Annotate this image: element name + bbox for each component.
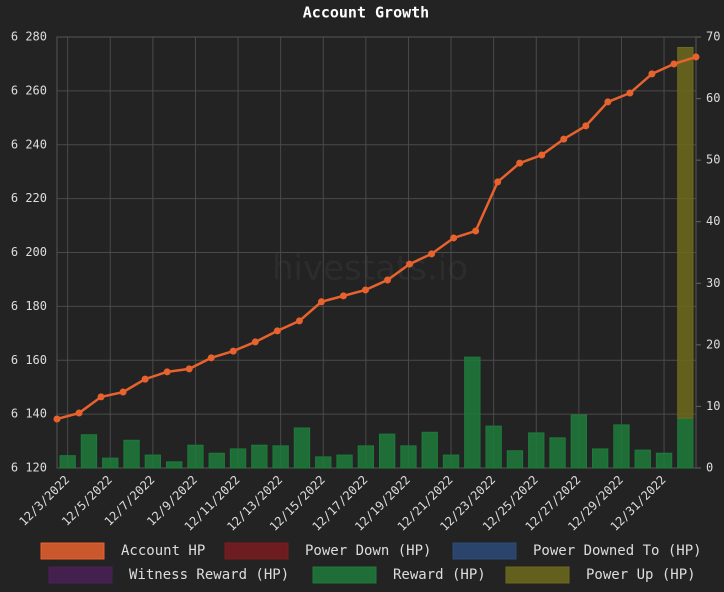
point	[185, 365, 193, 373]
bar	[464, 356, 481, 469]
y2-tick-label: 60	[706, 91, 720, 105]
bar	[634, 449, 651, 469]
bar	[229, 448, 247, 469]
legend-swatch	[505, 566, 570, 584]
bar	[315, 456, 332, 469]
watermark: hivestats.io	[272, 249, 468, 289]
plot-border	[56, 36, 697, 469]
bar	[59, 455, 76, 469]
y2-tick-label: 0	[706, 461, 713, 475]
bar	[613, 424, 630, 469]
bar	[528, 432, 545, 469]
point	[53, 415, 61, 423]
legend-label: Witness Reward (HP)	[129, 567, 289, 583]
y-tick-label: 6 200	[11, 245, 47, 259]
point	[229, 347, 237, 355]
point	[207, 354, 215, 362]
bar	[506, 450, 524, 469]
line	[56, 55, 697, 421]
bar	[251, 444, 268, 469]
legend-swatch	[312, 566, 377, 584]
point	[450, 234, 458, 242]
bar	[187, 444, 204, 469]
bar	[378, 433, 396, 469]
bar	[272, 445, 289, 469]
y-tick-label: 6 220	[11, 191, 47, 205]
legend-label: Reward (HP)	[393, 567, 486, 583]
y-tick-label: 6 160	[11, 353, 47, 367]
chart-title: Account Growth	[303, 4, 429, 22]
point	[295, 317, 303, 325]
bar	[293, 427, 311, 469]
point	[406, 260, 414, 268]
point	[384, 276, 392, 284]
y2-tick-label: 50	[706, 153, 720, 167]
legend-swatch	[452, 542, 517, 560]
point	[251, 338, 259, 346]
point	[626, 89, 634, 97]
bar	[400, 445, 417, 469]
bar	[591, 448, 609, 469]
point	[317, 298, 325, 306]
point	[361, 286, 369, 294]
point	[538, 151, 546, 159]
bar	[123, 439, 140, 469]
legend-label: Account HP	[121, 543, 205, 559]
bar	[570, 414, 588, 469]
point	[648, 70, 656, 78]
point	[472, 227, 480, 235]
y2-tick-label: 20	[706, 337, 720, 351]
y-tick-label: 6 240	[11, 137, 47, 151]
y2-tick-label: 40	[706, 214, 720, 228]
point	[75, 409, 83, 417]
y-tick-label: 6 120	[11, 461, 47, 475]
legend-label: Power Downed To (HP)	[533, 543, 702, 559]
y-tick-label: 6 140	[11, 407, 47, 421]
bar	[165, 461, 183, 469]
bar	[655, 452, 673, 469]
legend-label: Power Up (HP)	[586, 567, 696, 583]
y2-tick-label: 30	[706, 276, 720, 290]
point	[339, 292, 347, 300]
y2-tick-label: 70	[706, 30, 720, 44]
legend-swatch	[48, 566, 113, 584]
bar	[102, 457, 119, 469]
point	[428, 250, 436, 258]
point	[692, 53, 700, 61]
bar	[144, 454, 162, 469]
point	[119, 388, 127, 396]
bar	[421, 431, 438, 469]
legend-label: Power Down (HP)	[305, 543, 431, 559]
point	[582, 122, 590, 130]
bar	[208, 452, 225, 469]
y2-tick-label: 10	[706, 399, 720, 413]
y-tick-label: 6 260	[11, 83, 47, 97]
bar	[336, 454, 353, 469]
point	[604, 98, 612, 106]
bar	[677, 417, 694, 469]
bar	[357, 445, 375, 469]
bar	[549, 437, 566, 469]
bar	[442, 454, 460, 469]
point	[516, 159, 524, 167]
y-tick-label: 6 180	[11, 299, 47, 313]
point	[273, 327, 281, 335]
bar	[485, 425, 502, 469]
legend-swatch	[224, 542, 289, 560]
bar	[80, 434, 98, 469]
point	[494, 178, 502, 186]
y-tick-label: 6 280	[11, 30, 47, 44]
point	[560, 135, 568, 143]
point	[163, 368, 171, 376]
point	[670, 60, 678, 68]
point	[141, 375, 149, 383]
point	[97, 393, 105, 401]
bar	[677, 46, 694, 419]
legend-swatch	[40, 542, 105, 560]
